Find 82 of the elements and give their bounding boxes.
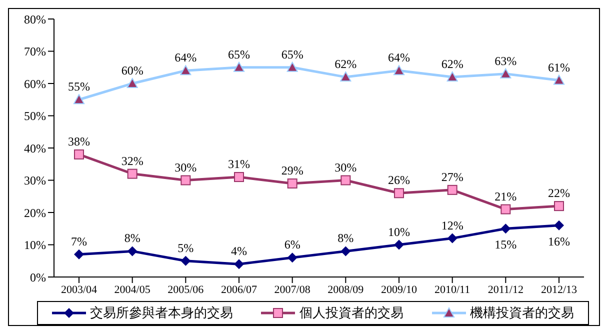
point bbox=[394, 240, 404, 250]
data-label: 16% bbox=[548, 234, 570, 248]
data-label: 61% bbox=[548, 60, 570, 74]
point bbox=[127, 246, 138, 256]
data-label: 32% bbox=[121, 154, 144, 168]
point bbox=[340, 175, 351, 186]
y-tick-label: 20% bbox=[24, 206, 46, 220]
point bbox=[180, 65, 192, 76]
point bbox=[500, 204, 511, 214]
data-label: 30% bbox=[174, 160, 197, 174]
data-label: 27% bbox=[441, 170, 464, 184]
data-label: 64% bbox=[388, 50, 410, 65]
data-label: 65% bbox=[281, 47, 304, 62]
point bbox=[127, 168, 138, 179]
data-label: 10% bbox=[388, 224, 410, 239]
point bbox=[74, 149, 84, 160]
y-tick-label: 60% bbox=[24, 76, 46, 91]
point bbox=[554, 201, 564, 212]
x-tick-label: 2005/06 bbox=[168, 284, 204, 296]
y-tick-label: 80% bbox=[24, 12, 46, 26]
data-label: 7% bbox=[71, 234, 87, 248]
data-label: 31% bbox=[228, 157, 250, 172]
data-label: 62% bbox=[441, 57, 464, 72]
data-label: 22% bbox=[548, 186, 570, 200]
x-tick-label: 2008/09 bbox=[328, 284, 364, 296]
x-tick-label: 2011/12 bbox=[488, 284, 524, 296]
point bbox=[340, 72, 352, 82]
point bbox=[234, 259, 244, 270]
data-label: 21% bbox=[494, 189, 517, 204]
data-label: 4% bbox=[231, 244, 247, 258]
data-label: 65% bbox=[228, 47, 250, 62]
point bbox=[447, 233, 458, 244]
point bbox=[500, 224, 511, 234]
point bbox=[234, 62, 244, 72]
point bbox=[74, 94, 84, 104]
legend-label: 個人投資者的交易 bbox=[299, 304, 404, 322]
point bbox=[447, 184, 458, 195]
point bbox=[554, 220, 564, 230]
x-tick-label: 2009/10 bbox=[380, 284, 418, 296]
x-tick-label: 2003/04 bbox=[60, 284, 98, 296]
data-label: 29% bbox=[281, 163, 304, 178]
data-label: 12% bbox=[441, 218, 464, 232]
point bbox=[500, 68, 512, 78]
data-label: 55% bbox=[68, 80, 90, 94]
data-label: 63% bbox=[494, 54, 517, 68]
data-label: 38% bbox=[68, 134, 90, 148]
y-tick-label: 30% bbox=[24, 174, 46, 188]
y-tick-label: 70% bbox=[24, 44, 46, 59]
point bbox=[340, 246, 351, 256]
legend-label: 機構投資者的交易 bbox=[470, 304, 574, 322]
x-tick-label: 2010/11 bbox=[434, 284, 470, 296]
point bbox=[180, 256, 191, 266]
point bbox=[234, 172, 244, 182]
point bbox=[394, 65, 404, 76]
data-label: 62% bbox=[334, 57, 357, 72]
y-tick-label: 0% bbox=[30, 270, 46, 284]
point bbox=[180, 175, 191, 186]
y-tick-label: 10% bbox=[24, 238, 46, 252]
point bbox=[287, 178, 298, 188]
data-label: 60% bbox=[121, 64, 144, 78]
point bbox=[286, 62, 298, 72]
data-label: 64% bbox=[174, 50, 197, 65]
x-tick-label: 2004/05 bbox=[114, 284, 151, 296]
point bbox=[394, 188, 404, 198]
point bbox=[554, 74, 564, 85]
y-tick-label: 50% bbox=[24, 109, 46, 124]
point bbox=[126, 78, 138, 88]
data-label: 30% bbox=[334, 160, 357, 174]
point bbox=[74, 249, 84, 260]
data-label: 26% bbox=[388, 173, 410, 188]
legend-label: 交易所參與者本身的交易 bbox=[90, 304, 234, 322]
data-label: 6% bbox=[284, 238, 300, 252]
data-label: 8% bbox=[338, 231, 354, 246]
x-tick-label: 2006/07 bbox=[220, 284, 258, 296]
data-label: 5% bbox=[178, 240, 194, 255]
y-tick-label: 40% bbox=[24, 141, 46, 156]
point bbox=[287, 252, 298, 263]
x-tick-label: 2007/08 bbox=[274, 284, 311, 296]
point bbox=[446, 72, 458, 82]
x-tick-label: 2012/13 bbox=[540, 284, 578, 296]
data-label: 8% bbox=[124, 231, 140, 246]
data-label: 15% bbox=[494, 238, 517, 252]
